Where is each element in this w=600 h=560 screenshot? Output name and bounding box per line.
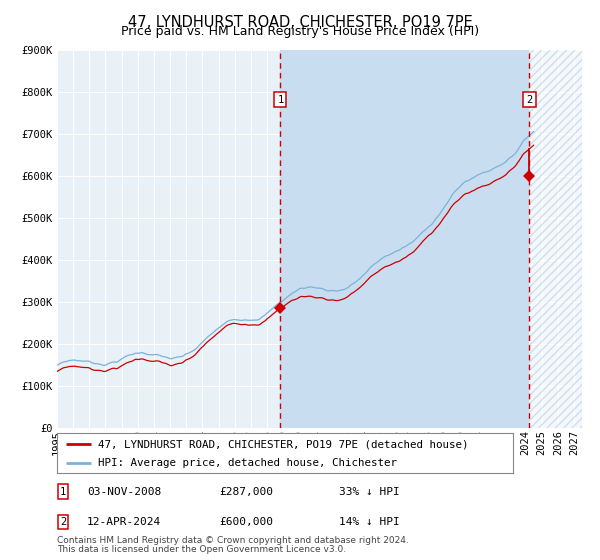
Text: Price paid vs. HM Land Registry's House Price Index (HPI): Price paid vs. HM Land Registry's House … [121, 25, 479, 38]
Text: This data is licensed under the Open Government Licence v3.0.: This data is licensed under the Open Gov… [57, 545, 346, 554]
Text: £600,000: £600,000 [219, 517, 273, 527]
Text: 12-APR-2024: 12-APR-2024 [87, 517, 161, 527]
Text: 2: 2 [526, 95, 533, 105]
Text: 47, LYNDHURST ROAD, CHICHESTER, PO19 7PE: 47, LYNDHURST ROAD, CHICHESTER, PO19 7PE [128, 15, 472, 30]
Text: 03-NOV-2008: 03-NOV-2008 [87, 487, 161, 497]
Text: 47, LYNDHURST ROAD, CHICHESTER, PO19 7PE (detached house): 47, LYNDHURST ROAD, CHICHESTER, PO19 7PE… [98, 439, 469, 449]
Text: HPI: Average price, detached house, Chichester: HPI: Average price, detached house, Chic… [98, 458, 397, 468]
Text: 14% ↓ HPI: 14% ↓ HPI [339, 517, 400, 527]
Text: 1: 1 [277, 95, 284, 105]
Bar [280, 50, 529, 428]
Text: 33% ↓ HPI: 33% ↓ HPI [339, 487, 400, 497]
Text: 1: 1 [60, 487, 66, 497]
Text: £287,000: £287,000 [219, 487, 273, 497]
Bar [529, 50, 582, 428]
Text: Contains HM Land Registry data © Crown copyright and database right 2024.: Contains HM Land Registry data © Crown c… [57, 536, 409, 545]
Text: 2: 2 [60, 517, 66, 527]
